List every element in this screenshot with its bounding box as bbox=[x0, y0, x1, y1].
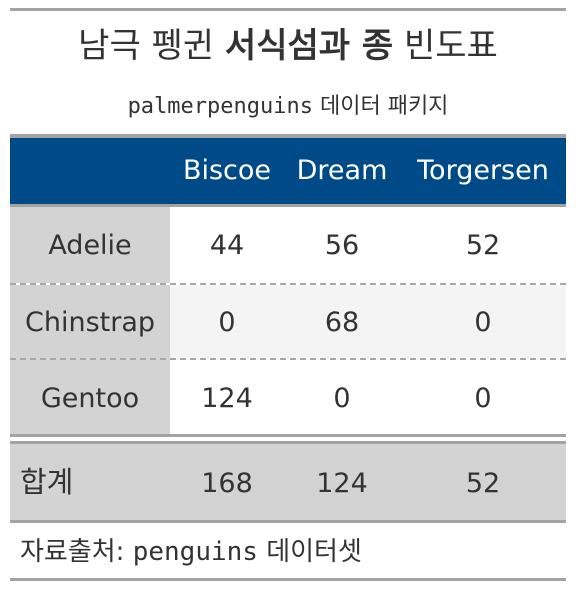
row-label: Chinstrap bbox=[10, 285, 170, 361]
table-row: Adelie 44 56 52 bbox=[10, 207, 566, 283]
bottom-rule bbox=[10, 578, 566, 581]
column-header-row: Biscoe Dream Torgersen bbox=[10, 138, 566, 204]
top-rule bbox=[10, 8, 566, 11]
table-row: Chinstrap 0 68 0 bbox=[10, 285, 566, 361]
column-header-dream: Dream bbox=[296, 155, 388, 186]
summary-cell: 52 bbox=[465, 468, 501, 499]
source-prefix: 자료출처: bbox=[20, 537, 133, 567]
table-cell: 52 bbox=[465, 230, 501, 261]
source-code: penguins bbox=[132, 537, 258, 567]
table-cell: 0 bbox=[218, 307, 236, 338]
source-suffix: 데이터셋 bbox=[257, 537, 362, 567]
title-bold: 서식섬과 종 bbox=[224, 26, 394, 66]
table-cell: 0 bbox=[474, 307, 492, 338]
row-label: Gentoo bbox=[10, 360, 170, 434]
table-cell: 0 bbox=[474, 383, 492, 414]
column-header-stub bbox=[10, 138, 170, 204]
title-prefix: 남극 펭귄 bbox=[78, 26, 225, 66]
table-row: Gentoo 124 0 0 bbox=[10, 360, 566, 434]
header-bottom-rule bbox=[10, 204, 566, 207]
header-top-rule bbox=[10, 134, 566, 138]
table-cell: 44 bbox=[209, 230, 245, 261]
table-title: 남극 펭귄 서식섬과 종 빈도표 bbox=[10, 24, 566, 68]
summary-rule bbox=[10, 434, 566, 437]
table-cell: 0 bbox=[333, 383, 351, 414]
row-divider bbox=[10, 358, 566, 360]
table-cell: 124 bbox=[201, 383, 253, 414]
row-divider bbox=[10, 283, 566, 285]
summary-bottom-rule bbox=[10, 520, 566, 523]
summary-cell: 124 bbox=[316, 468, 368, 499]
column-header-torgersen: Torgersen bbox=[417, 155, 549, 186]
subtitle-code: palmerpenguins bbox=[127, 94, 313, 119]
table-cell: 56 bbox=[324, 230, 360, 261]
title-suffix: 빈도표 bbox=[393, 26, 498, 66]
column-header-biscoe: Biscoe bbox=[182, 155, 272, 186]
summary-cell: 168 bbox=[201, 468, 253, 499]
table-subtitle: palmerpenguins 데이터 패키지 bbox=[10, 92, 566, 122]
row-label: Adelie bbox=[10, 207, 170, 283]
summary-rule bbox=[10, 441, 566, 444]
summary-label: 합계 bbox=[20, 465, 74, 499]
subtitle-text: 데이터 패키지 bbox=[313, 94, 449, 119]
table-cell: 68 bbox=[324, 307, 360, 338]
summary-row: 합계 168 124 52 bbox=[10, 444, 566, 520]
source-note: 자료출처: penguins 데이터셋 bbox=[20, 528, 362, 576]
